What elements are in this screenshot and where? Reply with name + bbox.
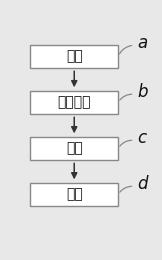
Text: 搞拌: 搞拌: [66, 141, 83, 155]
Text: 分步加热: 分步加热: [58, 95, 91, 109]
Bar: [30, 183, 118, 206]
Text: b: b: [137, 83, 148, 101]
Text: a: a: [137, 34, 147, 52]
Text: 混合: 混合: [66, 49, 83, 63]
Text: c: c: [137, 129, 146, 147]
Bar: [30, 45, 118, 68]
Text: 研磨: 研磨: [66, 187, 83, 201]
Text: d: d: [137, 175, 148, 193]
Bar: [30, 137, 118, 160]
Bar: [30, 91, 118, 114]
